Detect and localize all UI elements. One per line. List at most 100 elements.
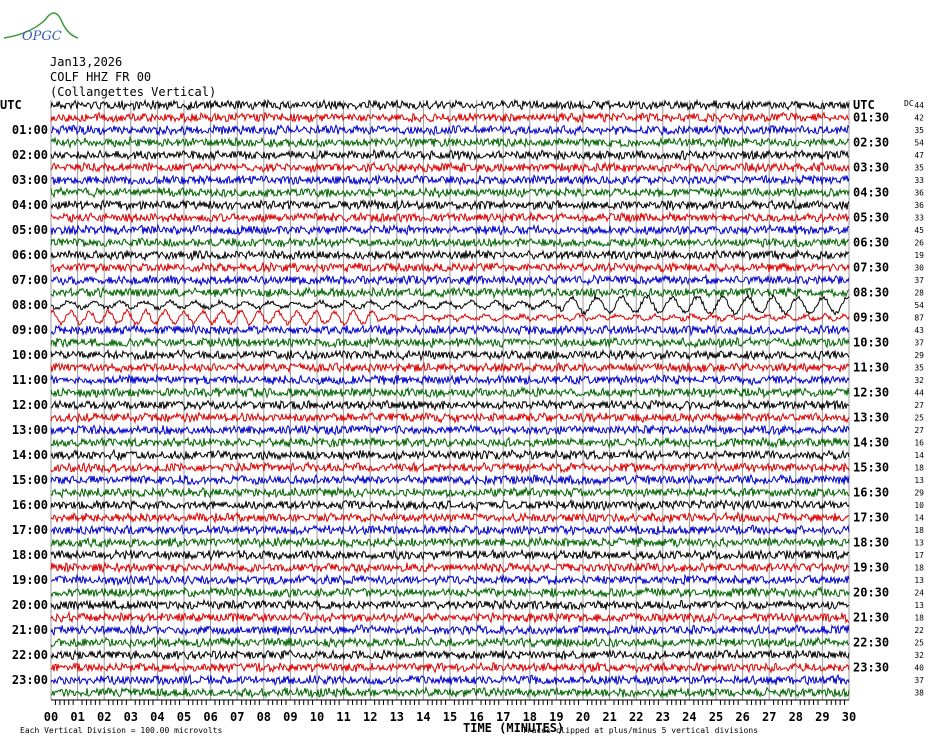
- left-time-label: 01:00: [12, 123, 48, 137]
- x-tick-label: 24: [682, 710, 696, 724]
- dc-value: 18: [914, 526, 924, 535]
- left-time-label: 22:00: [12, 648, 48, 662]
- right-time-label: 12:30: [853, 386, 889, 400]
- right-time-label: 10:30: [853, 336, 889, 350]
- dc-value: 16: [914, 439, 924, 448]
- trace: [50, 535, 850, 550]
- trace: [50, 573, 850, 587]
- x-tick-label: 04: [150, 710, 164, 724]
- trace: [50, 686, 850, 699]
- x-tick-label: 21: [602, 710, 616, 724]
- dc-value: 87: [914, 314, 924, 323]
- x-tick-label: 07: [230, 710, 244, 724]
- left-time-label: 17:00: [12, 523, 48, 537]
- left-time-label: 02:00: [12, 148, 48, 162]
- x-tick-label: 12: [363, 710, 377, 724]
- trace: [50, 661, 850, 675]
- right-time-label: 16:30: [853, 486, 889, 500]
- right-time-label: 18:30: [853, 536, 889, 550]
- dc-value: 54: [914, 301, 924, 310]
- x-tick-label: 17: [496, 710, 510, 724]
- trace: [50, 111, 850, 124]
- dc-value: 27: [914, 426, 924, 435]
- right-time-label: 02:30: [853, 136, 889, 150]
- trace: [50, 348, 850, 362]
- x-tick-label: 19: [549, 710, 563, 724]
- dc-value: 32: [914, 376, 924, 385]
- trace: [50, 636, 850, 649]
- dc-value: 54: [914, 139, 924, 148]
- dc-value: 47: [914, 151, 924, 160]
- dc-header: DC: [904, 99, 914, 108]
- trace: [50, 486, 850, 500]
- trace: [50, 673, 850, 686]
- location: (Collangettes Vertical): [50, 85, 216, 99]
- trace: [50, 307, 850, 327]
- dc-value: 35: [914, 126, 924, 135]
- trace: [50, 623, 850, 637]
- dc-value: 29: [914, 351, 924, 360]
- left-time-label: UTC: [0, 98, 22, 112]
- right-time-label: 20:30: [853, 586, 889, 600]
- x-tick-label: 18: [523, 710, 537, 724]
- dc-value: 40: [914, 664, 924, 673]
- dc-value: 10: [914, 501, 924, 510]
- x-tick-label: 02: [97, 710, 111, 724]
- x-tick-label: 26: [735, 710, 749, 724]
- trace: [50, 648, 850, 661]
- left-time-label: 19:00: [12, 573, 48, 587]
- dc-value: 28: [914, 289, 924, 298]
- trace: [50, 473, 850, 487]
- right-time-label: 08:30: [853, 286, 889, 300]
- x-tick-label: 20: [576, 710, 590, 724]
- left-time-label: 13:00: [12, 423, 48, 437]
- dc-value: 35: [914, 164, 924, 173]
- trace: [50, 186, 850, 199]
- dc-value: 13: [914, 539, 924, 548]
- trace: [50, 198, 850, 212]
- dc-value: 22: [914, 626, 924, 635]
- trace: [50, 561, 850, 575]
- x-tick-label: 30: [842, 710, 856, 724]
- x-axis-label: TIME (MINUTES): [463, 721, 564, 735]
- dc-value: 38: [914, 689, 924, 698]
- left-time-label: 15:00: [12, 473, 48, 487]
- left-time-label: 20:00: [12, 598, 48, 612]
- dc-value: 43: [914, 326, 924, 335]
- trace: [50, 261, 850, 275]
- left-time-label: 23:00: [12, 673, 48, 687]
- trace: [50, 98, 850, 112]
- dc-value: 33: [914, 176, 924, 185]
- trace: [50, 610, 850, 625]
- left-time-label: 16:00: [12, 498, 48, 512]
- right-time-label: UTC: [853, 98, 875, 112]
- dc-value: 13: [914, 576, 924, 585]
- trace: [50, 498, 850, 512]
- x-tick-label: 29: [815, 710, 829, 724]
- right-time-label: 17:30: [853, 511, 889, 525]
- x-tick-label: 14: [416, 710, 430, 724]
- right-time-label: 13:30: [853, 411, 889, 425]
- right-time-label: 07:30: [853, 261, 889, 275]
- dc-value: 25: [914, 414, 924, 423]
- trace: [50, 373, 850, 387]
- trace: [50, 460, 850, 474]
- trace: [50, 598, 850, 612]
- dc-value: 14: [914, 451, 924, 460]
- x-tick-label: 11: [336, 710, 350, 724]
- right-time-label: 21:30: [853, 611, 889, 625]
- trace: [50, 386, 850, 400]
- left-time-label: 03:00: [12, 173, 48, 187]
- left-time-label: 14:00: [12, 448, 48, 462]
- dc-value: 32: [914, 651, 924, 660]
- x-tick-label: 09: [283, 710, 297, 724]
- right-time-label: 04:30: [853, 186, 889, 200]
- dc-value: 35: [914, 364, 924, 373]
- trace: [50, 286, 850, 300]
- dc-value: 27: [914, 401, 924, 410]
- left-time-label: 07:00: [12, 273, 48, 287]
- logo-curve: [3, 12, 79, 39]
- dc-value: 42: [914, 114, 924, 123]
- x-tick-label: 05: [177, 710, 191, 724]
